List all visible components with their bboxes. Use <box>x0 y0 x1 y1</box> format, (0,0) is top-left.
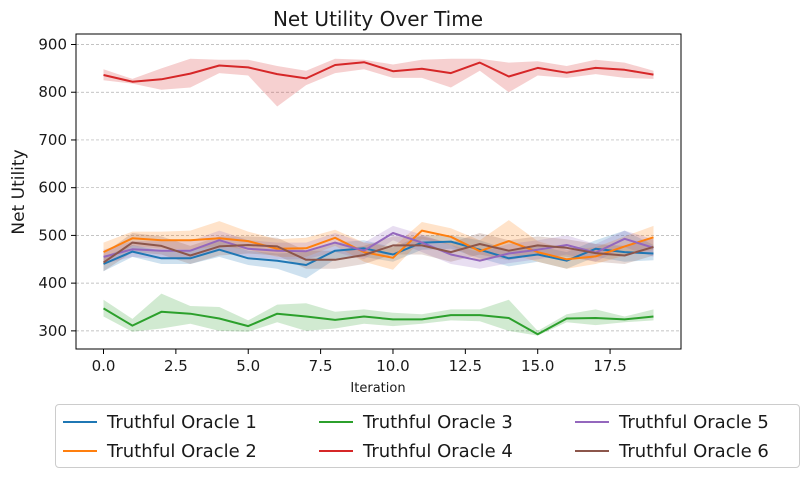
plot-frame <box>75 33 682 350</box>
legend-swatch <box>319 421 353 423</box>
series-line-3 <box>102 307 654 336</box>
y-axis-ticks: 300 400 500 600 700 800 900 <box>38 36 76 340</box>
y-tick-label: 300 <box>38 322 67 340</box>
y-axis-label: Net Utility <box>9 149 29 234</box>
series-lines <box>102 61 654 336</box>
x-tick-label: 15.0 <box>521 357 554 375</box>
legend-swatch <box>319 450 353 452</box>
series-line-5 <box>103 232 654 262</box>
x-tick-label: 12.5 <box>449 357 482 375</box>
x-axis-ticks: 0.0 2.5 5.0 7.5 10.0 12.5 15.0 17.5 <box>92 349 627 375</box>
legend-item: Truthful Oracle 3 <box>319 410 513 434</box>
y-tick-label: 400 <box>38 274 67 292</box>
legend-label: Truthful Oracle 3 <box>363 411 513 433</box>
confidence-band-4 <box>103 58 654 107</box>
x-tick-label: 5.0 <box>236 357 260 375</box>
confidence-band-2 <box>103 220 654 270</box>
series-line-2 <box>103 229 654 261</box>
y-tick-label: 900 <box>38 36 67 54</box>
confidence-band-3 <box>103 293 654 336</box>
y-tick-label: 800 <box>38 83 67 101</box>
legend-item: Truthful Oracle 2 <box>63 439 257 463</box>
legend: Truthful Oracle 1 Truthful Oracle 2 Trut… <box>55 404 800 468</box>
legend-swatch <box>63 450 97 452</box>
y-tick-label: 700 <box>38 131 67 149</box>
legend-swatch <box>575 450 609 452</box>
x-tick-label: 2.5 <box>164 357 188 375</box>
legend-label: Truthful Oracle 1 <box>107 411 257 433</box>
x-axis-label: Iteration <box>350 381 405 396</box>
legend-swatch <box>575 421 609 423</box>
legend-label: Truthful Oracle 4 <box>363 440 513 462</box>
legend-item: Truthful Oracle 4 <box>319 439 513 463</box>
series-line-6 <box>102 241 654 264</box>
x-tick-label: 0.0 <box>92 357 116 375</box>
grid-lines <box>76 44 681 332</box>
x-tick-label: 10.0 <box>376 357 409 375</box>
legend-item: Truthful Oracle 1 <box>63 410 257 434</box>
x-tick-label: 7.5 <box>309 357 333 375</box>
series-line-1 <box>103 240 654 266</box>
legend-item: Truthful Oracle 5 <box>575 410 769 434</box>
legend-item: Truthful Oracle 6 <box>575 439 769 463</box>
y-tick-label: 600 <box>38 179 67 197</box>
series-line-4 <box>103 61 654 83</box>
confidence-bands <box>103 58 654 336</box>
legend-label: Truthful Oracle 5 <box>619 411 769 433</box>
y-tick-label: 500 <box>38 226 67 244</box>
legend-label: Truthful Oracle 2 <box>107 440 257 462</box>
legend-label: Truthful Oracle 6 <box>619 440 769 462</box>
x-tick-label: 17.5 <box>593 357 626 375</box>
legend-swatch <box>63 421 97 423</box>
chart-title: Net Utility Over Time <box>273 7 483 31</box>
line-chart: Net Utility Over Time Net Utility Iterat… <box>9 7 682 396</box>
